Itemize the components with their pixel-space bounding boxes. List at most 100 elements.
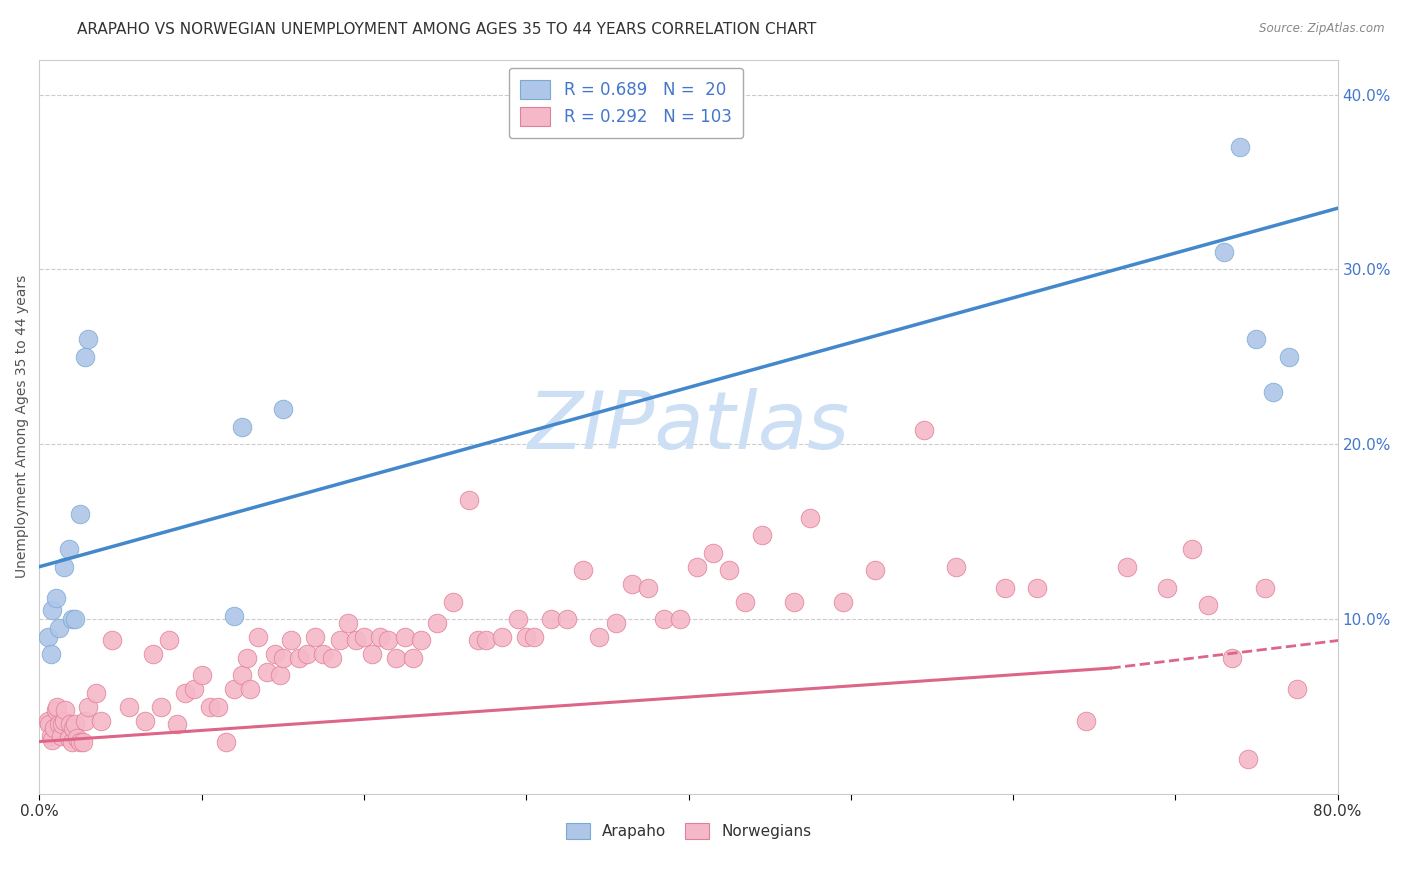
Point xyxy=(49,729,72,743)
Point xyxy=(134,714,156,728)
Point xyxy=(555,612,578,626)
Point xyxy=(1181,542,1204,557)
Point xyxy=(441,595,464,609)
Point xyxy=(1278,350,1301,364)
Point xyxy=(198,699,221,714)
Point xyxy=(66,731,89,745)
Point xyxy=(426,615,449,630)
Point xyxy=(72,734,94,748)
Point xyxy=(401,650,423,665)
Point xyxy=(336,615,359,630)
Point xyxy=(77,699,100,714)
Point xyxy=(491,630,513,644)
Point xyxy=(1253,581,1275,595)
Point xyxy=(288,650,311,665)
Point xyxy=(101,633,124,648)
Point xyxy=(52,714,75,728)
Point xyxy=(60,612,83,626)
Point xyxy=(329,633,352,648)
Point xyxy=(572,563,595,577)
Point xyxy=(912,423,935,437)
Point xyxy=(271,402,294,417)
Point xyxy=(361,647,384,661)
Point xyxy=(1220,650,1243,665)
Point xyxy=(377,633,399,648)
Point xyxy=(157,633,180,648)
Point xyxy=(63,612,86,626)
Point xyxy=(39,729,62,743)
Point xyxy=(702,546,724,560)
Point xyxy=(38,717,60,731)
Point xyxy=(55,703,77,717)
Point xyxy=(46,699,69,714)
Point xyxy=(1246,332,1268,346)
Point xyxy=(685,559,707,574)
Point xyxy=(45,703,67,717)
Point xyxy=(77,332,100,346)
Point xyxy=(312,647,335,661)
Point xyxy=(62,721,84,735)
Point xyxy=(142,647,165,661)
Point xyxy=(540,612,562,626)
Point xyxy=(231,668,253,682)
Point xyxy=(515,630,537,644)
Point xyxy=(1237,752,1260,766)
Point xyxy=(239,682,262,697)
Point xyxy=(48,621,70,635)
Point xyxy=(1286,682,1309,697)
Point xyxy=(60,734,83,748)
Point xyxy=(652,612,675,626)
Point xyxy=(166,717,188,731)
Point xyxy=(51,717,73,731)
Point xyxy=(231,419,253,434)
Point xyxy=(605,615,627,630)
Text: ARAPAHO VS NORWEGIAN UNEMPLOYMENT AMONG AGES 35 TO 44 YEARS CORRELATION CHART: ARAPAHO VS NORWEGIAN UNEMPLOYMENT AMONG … xyxy=(77,22,817,37)
Point xyxy=(58,731,80,745)
Point xyxy=(295,647,318,661)
Point xyxy=(799,510,821,524)
Point xyxy=(41,732,63,747)
Point xyxy=(1197,598,1219,612)
Point xyxy=(48,717,70,731)
Point xyxy=(58,542,80,557)
Point xyxy=(831,595,853,609)
Point xyxy=(783,595,806,609)
Point xyxy=(59,717,82,731)
Point xyxy=(69,507,91,521)
Point xyxy=(945,559,967,574)
Legend: Arapaho, Norwegians: Arapaho, Norwegians xyxy=(560,817,818,845)
Point xyxy=(620,577,643,591)
Point xyxy=(69,734,91,748)
Point xyxy=(224,682,246,697)
Point xyxy=(344,633,367,648)
Point xyxy=(353,630,375,644)
Point xyxy=(63,717,86,731)
Point xyxy=(73,350,96,364)
Point xyxy=(1213,244,1236,259)
Point xyxy=(1229,140,1251,154)
Point xyxy=(1026,581,1049,595)
Point xyxy=(37,714,59,728)
Point xyxy=(304,630,326,644)
Point xyxy=(637,581,659,595)
Point xyxy=(751,528,773,542)
Point xyxy=(224,608,246,623)
Point xyxy=(90,714,112,728)
Point xyxy=(41,603,63,617)
Y-axis label: Unemployment Among Ages 35 to 44 years: Unemployment Among Ages 35 to 44 years xyxy=(15,275,30,578)
Point xyxy=(207,699,229,714)
Point xyxy=(669,612,692,626)
Point xyxy=(1074,714,1097,728)
Point xyxy=(523,630,546,644)
Point xyxy=(45,591,67,606)
Point xyxy=(994,581,1017,595)
Point xyxy=(1156,581,1178,595)
Point xyxy=(394,630,416,644)
Point xyxy=(183,682,205,697)
Point xyxy=(588,630,610,644)
Point xyxy=(37,630,59,644)
Point xyxy=(409,633,432,648)
Point xyxy=(263,647,285,661)
Point xyxy=(385,650,408,665)
Point xyxy=(73,714,96,728)
